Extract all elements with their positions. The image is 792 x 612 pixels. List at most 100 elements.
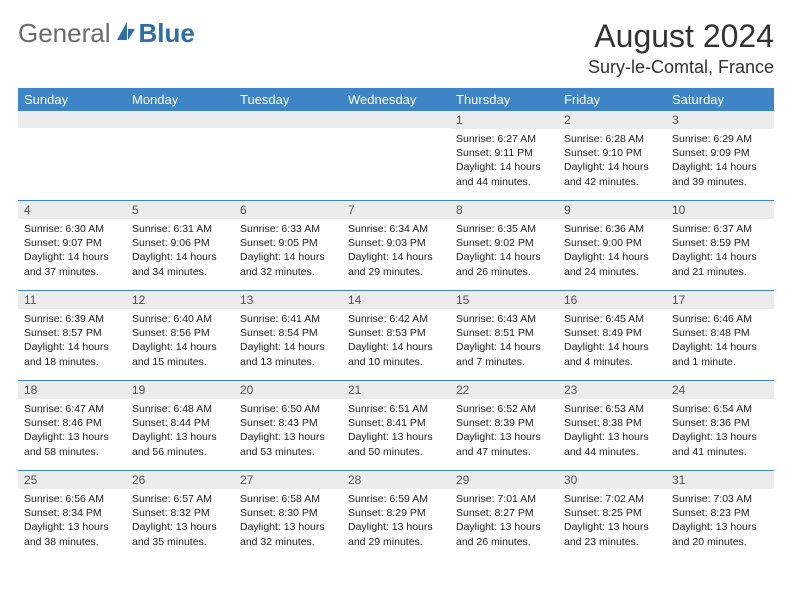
calendar-day-cell — [234, 111, 342, 201]
day-info-line: and 13 minutes. — [240, 355, 336, 369]
calendar-day-cell: 15Sunrise: 6:43 AMSunset: 8:51 PMDayligh… — [450, 291, 558, 381]
weekday-header: Monday — [126, 89, 234, 111]
day-info-line: and 44 minutes. — [564, 445, 660, 459]
day-info-line: Sunrise: 6:34 AM — [348, 222, 444, 236]
day-info-line: Sunrise: 6:51 AM — [348, 402, 444, 416]
logo-sail-icon — [113, 18, 137, 49]
day-info-line: Daylight: 14 hours — [132, 250, 228, 264]
day-info-line: Sunrise: 6:43 AM — [456, 312, 552, 326]
day-content: Sunrise: 6:33 AMSunset: 9:05 PMDaylight:… — [234, 219, 342, 283]
calendar-day-cell: 1Sunrise: 6:27 AMSunset: 9:11 PMDaylight… — [450, 111, 558, 201]
day-content: Sunrise: 7:02 AMSunset: 8:25 PMDaylight:… — [558, 489, 666, 553]
day-info-line: Daylight: 13 hours — [672, 430, 768, 444]
day-info-line: Sunset: 9:02 PM — [456, 236, 552, 250]
day-number: 24 — [666, 381, 774, 399]
day-number: 28 — [342, 471, 450, 489]
day-info-line: Sunrise: 6:59 AM — [348, 492, 444, 506]
day-info-line: and 41 minutes. — [672, 445, 768, 459]
logo-text-general: General — [18, 18, 111, 49]
day-info-line: Sunset: 8:25 PM — [564, 506, 660, 520]
calendar-day-cell: 30Sunrise: 7:02 AMSunset: 8:25 PMDayligh… — [558, 471, 666, 561]
calendar-day-cell: 7Sunrise: 6:34 AMSunset: 9:03 PMDaylight… — [342, 201, 450, 291]
day-content: Sunrise: 6:45 AMSunset: 8:49 PMDaylight:… — [558, 309, 666, 373]
day-content: Sunrise: 6:43 AMSunset: 8:51 PMDaylight:… — [450, 309, 558, 373]
day-info-line: Sunset: 8:39 PM — [456, 416, 552, 430]
calendar-day-cell: 20Sunrise: 6:50 AMSunset: 8:43 PMDayligh… — [234, 381, 342, 471]
day-info-line: and 42 minutes. — [564, 175, 660, 189]
day-info-line: Sunset: 8:53 PM — [348, 326, 444, 340]
calendar-day-cell: 14Sunrise: 6:42 AMSunset: 8:53 PMDayligh… — [342, 291, 450, 381]
day-info-line: and 1 minute. — [672, 355, 768, 369]
day-info-line: Sunset: 9:11 PM — [456, 146, 552, 160]
day-info-line: and 23 minutes. — [564, 535, 660, 549]
day-info-line: Daylight: 14 hours — [24, 250, 120, 264]
day-content: Sunrise: 6:27 AMSunset: 9:11 PMDaylight:… — [450, 129, 558, 193]
day-info-line: Sunrise: 6:46 AM — [672, 312, 768, 326]
day-info-line: Daylight: 14 hours — [672, 250, 768, 264]
day-info-line: Daylight: 14 hours — [564, 250, 660, 264]
weekday-header: Friday — [558, 89, 666, 111]
day-info-line: and 7 minutes. — [456, 355, 552, 369]
day-number: 13 — [234, 291, 342, 309]
day-info-line: Daylight: 14 hours — [672, 340, 768, 354]
day-info-line: Sunrise: 6:40 AM — [132, 312, 228, 326]
calendar-day-cell: 24Sunrise: 6:54 AMSunset: 8:36 PMDayligh… — [666, 381, 774, 471]
day-info-line: and 53 minutes. — [240, 445, 336, 459]
day-info-line: Sunset: 9:09 PM — [672, 146, 768, 160]
day-info-line: and 26 minutes. — [456, 535, 552, 549]
day-number: 9 — [558, 201, 666, 219]
day-content: Sunrise: 6:41 AMSunset: 8:54 PMDaylight:… — [234, 309, 342, 373]
day-info-line: Sunset: 8:49 PM — [564, 326, 660, 340]
day-info-line: Daylight: 14 hours — [672, 160, 768, 174]
day-number: 3 — [666, 111, 774, 129]
day-content: Sunrise: 6:30 AMSunset: 9:07 PMDaylight:… — [18, 219, 126, 283]
day-content: Sunrise: 6:53 AMSunset: 8:38 PMDaylight:… — [558, 399, 666, 463]
day-number: 26 — [126, 471, 234, 489]
day-info-line: Sunrise: 6:37 AM — [672, 222, 768, 236]
month-title: August 2024 — [588, 18, 774, 55]
day-content — [126, 128, 234, 135]
day-number: 14 — [342, 291, 450, 309]
weekday-header-row: Sunday Monday Tuesday Wednesday Thursday… — [18, 89, 774, 111]
day-number: 1 — [450, 111, 558, 129]
calendar-day-cell: 22Sunrise: 6:52 AMSunset: 8:39 PMDayligh… — [450, 381, 558, 471]
calendar-day-cell: 18Sunrise: 6:47 AMSunset: 8:46 PMDayligh… — [18, 381, 126, 471]
day-info-line: Sunrise: 6:39 AM — [24, 312, 120, 326]
day-number: 21 — [342, 381, 450, 399]
day-info-line: Sunset: 8:57 PM — [24, 326, 120, 340]
day-info-line: Sunrise: 6:28 AM — [564, 132, 660, 146]
day-number: 10 — [666, 201, 774, 219]
day-info-line: Sunset: 8:43 PM — [240, 416, 336, 430]
day-content: Sunrise: 6:36 AMSunset: 9:00 PMDaylight:… — [558, 219, 666, 283]
day-info-line: Sunrise: 6:31 AM — [132, 222, 228, 236]
day-info-line: Sunrise: 6:36 AM — [564, 222, 660, 236]
day-info-line: and 39 minutes. — [672, 175, 768, 189]
day-number: 31 — [666, 471, 774, 489]
day-info-line: Sunrise: 6:56 AM — [24, 492, 120, 506]
day-info-line: Sunrise: 6:48 AM — [132, 402, 228, 416]
day-content: Sunrise: 6:37 AMSunset: 8:59 PMDaylight:… — [666, 219, 774, 283]
day-info-line: Sunrise: 6:29 AM — [672, 132, 768, 146]
day-info-line: Daylight: 13 hours — [132, 430, 228, 444]
calendar-day-cell: 26Sunrise: 6:57 AMSunset: 8:32 PMDayligh… — [126, 471, 234, 561]
day-info-line: Daylight: 14 hours — [240, 250, 336, 264]
brand-logo: General Blue — [18, 18, 195, 49]
day-content: Sunrise: 6:50 AMSunset: 8:43 PMDaylight:… — [234, 399, 342, 463]
day-number: 19 — [126, 381, 234, 399]
calendar-day-cell: 31Sunrise: 7:03 AMSunset: 8:23 PMDayligh… — [666, 471, 774, 561]
day-info-line: and 15 minutes. — [132, 355, 228, 369]
calendar-week-row: 25Sunrise: 6:56 AMSunset: 8:34 PMDayligh… — [18, 471, 774, 561]
day-info-line: Daylight: 14 hours — [456, 340, 552, 354]
day-info-line: and 4 minutes. — [564, 355, 660, 369]
day-info-line: Sunrise: 6:52 AM — [456, 402, 552, 416]
day-info-line: and 58 minutes. — [24, 445, 120, 459]
day-info-line: Sunrise: 6:54 AM — [672, 402, 768, 416]
day-info-line: Daylight: 14 hours — [456, 250, 552, 264]
day-info-line: Sunrise: 6:53 AM — [564, 402, 660, 416]
day-info-line: Sunset: 8:56 PM — [132, 326, 228, 340]
day-content: Sunrise: 6:57 AMSunset: 8:32 PMDaylight:… — [126, 489, 234, 553]
weekday-header: Saturday — [666, 89, 774, 111]
day-info-line: Sunset: 8:27 PM — [456, 506, 552, 520]
calendar-day-cell — [126, 111, 234, 201]
day-info-line: Sunrise: 6:50 AM — [240, 402, 336, 416]
